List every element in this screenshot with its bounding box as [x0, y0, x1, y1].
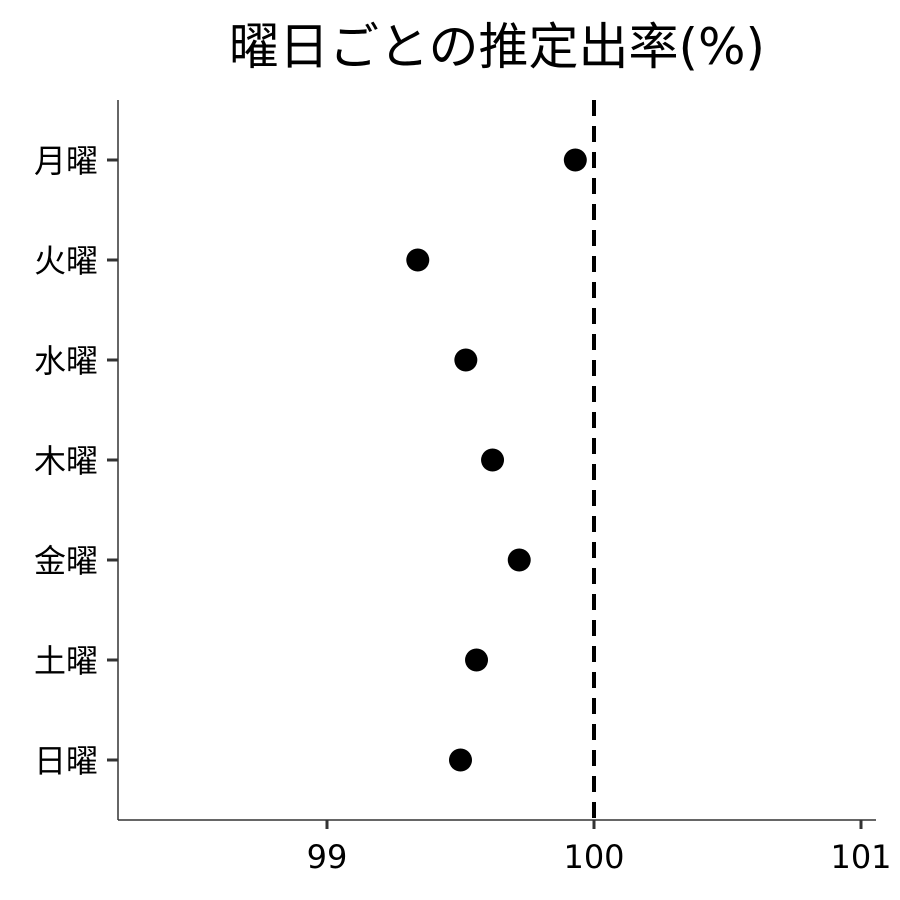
y-tick-label: 金曜 [34, 542, 98, 580]
y-tick-label: 月曜 [34, 142, 98, 180]
data-point [563, 148, 587, 172]
y-tick-label: 木曜 [34, 442, 98, 480]
y-tick-label: 火曜 [34, 242, 98, 280]
chart-title: 曜日ごとの推定出率(%) [229, 18, 765, 76]
y-tick-label: 土曜 [34, 642, 98, 680]
y-tick-label: 水曜 [34, 342, 98, 380]
x-tick-label: 99 [307, 838, 348, 876]
x-tick-label: 100 [563, 838, 624, 876]
x-tick-label: 101 [830, 838, 891, 876]
data-point [481, 448, 505, 472]
data-point [449, 748, 472, 772]
y-tick-label: 日曜 [34, 742, 98, 780]
data-point [465, 648, 489, 672]
data-point [507, 548, 531, 572]
data-point [406, 248, 430, 272]
data-point [454, 348, 478, 372]
